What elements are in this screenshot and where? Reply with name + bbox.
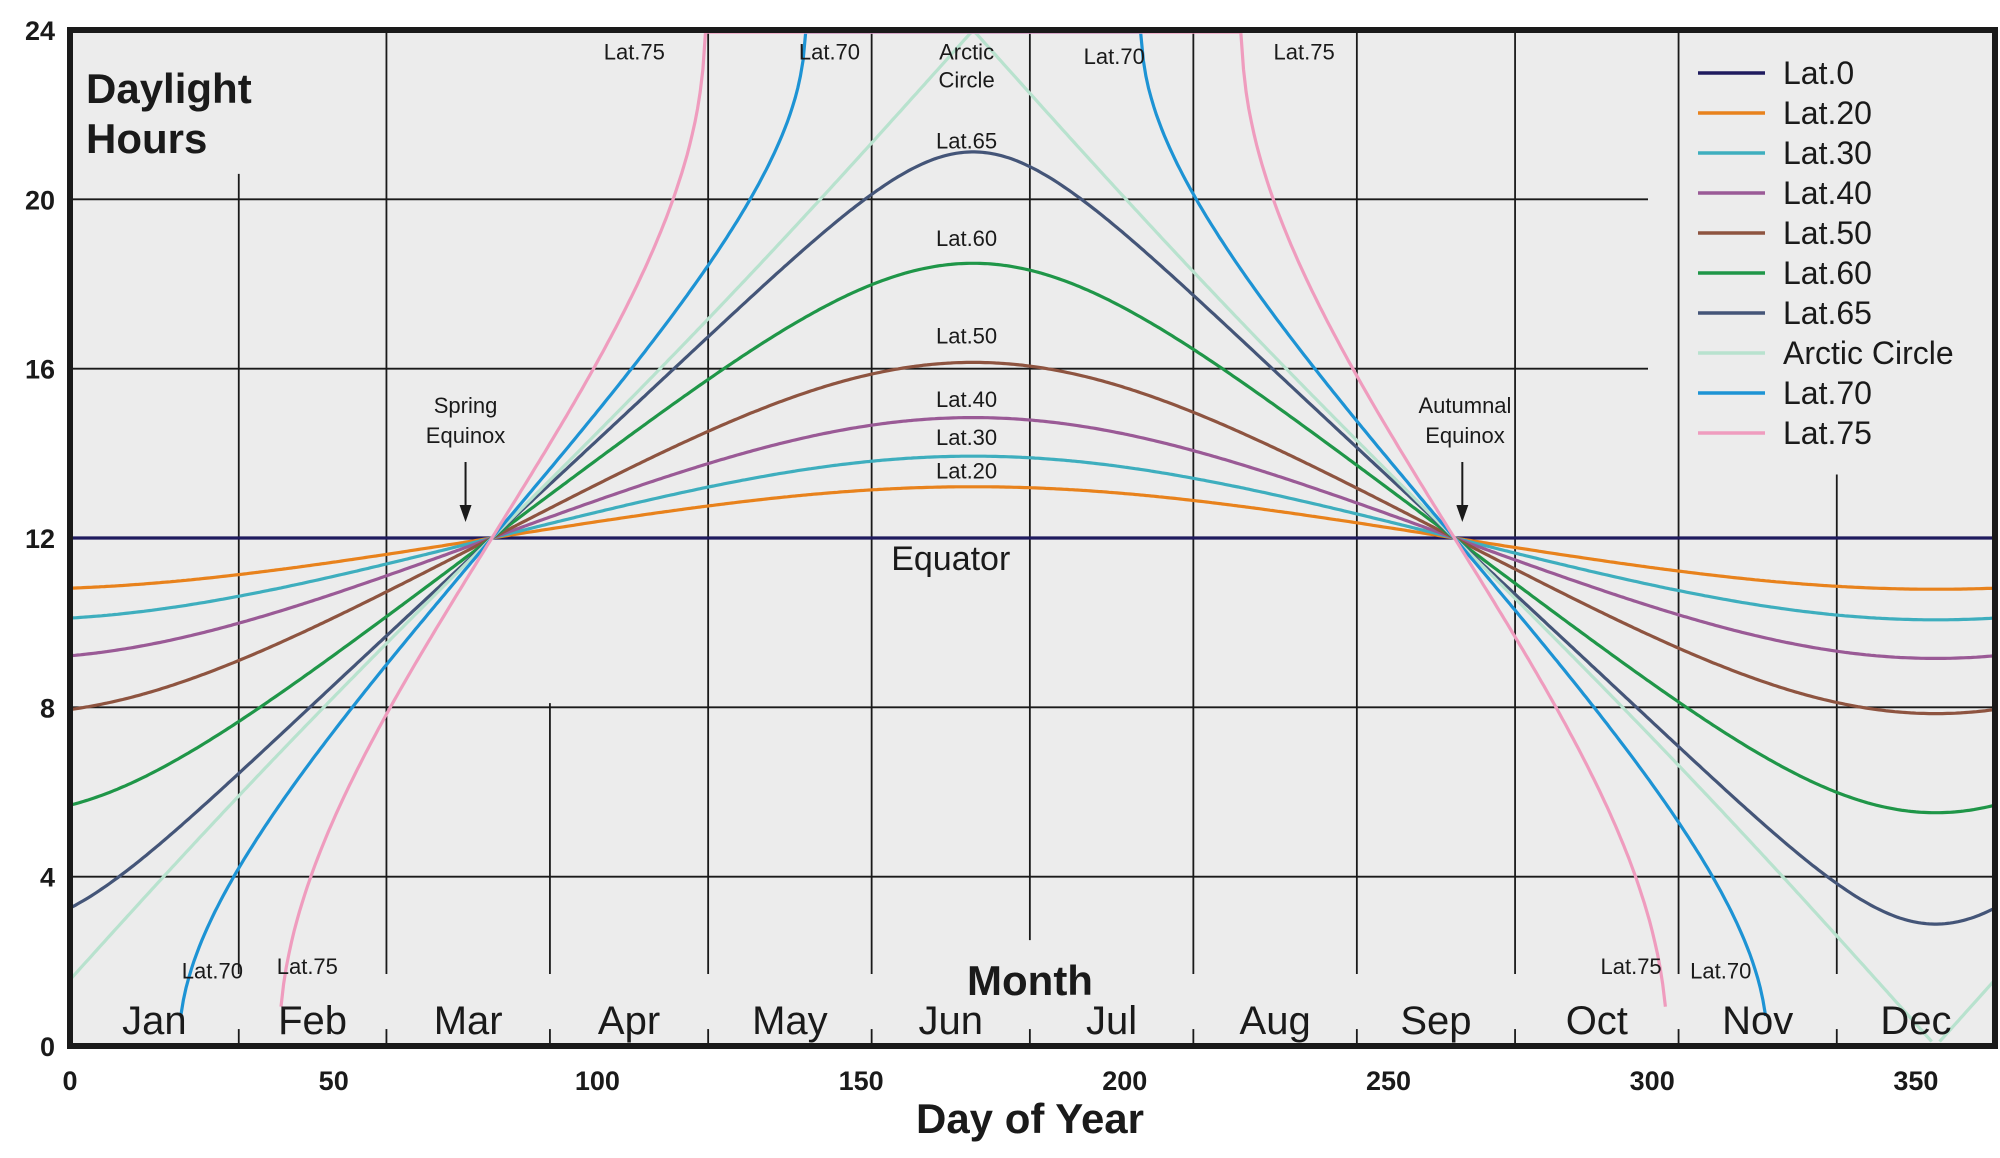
curve-label: Circle [938,68,994,93]
curve-label: Lat.40 [936,387,997,412]
x-tick-label: 250 [1366,1066,1411,1096]
legend: Lat.0 Lat.20 Lat.30 Lat.40 Lat.50 Lat.60 Lat.6… [1698,55,1954,451]
month-label: Feb [278,999,347,1043]
month-label: Nov [1722,999,1793,1043]
y-tick-label: 24 [25,16,55,46]
month-label: Aug [1240,999,1311,1043]
curve-label: Lat.75 [1274,40,1335,65]
month-label: Dec [1880,999,1951,1043]
series-line [69,360,1996,716]
legend-label: Lat.50 [1783,215,1872,251]
spring-equinox-label: Equinox [426,423,506,448]
series-line [69,454,1996,622]
autumnal-equinox-label: Autumnal [1418,393,1511,418]
legend-label: Lat.65 [1783,295,1872,331]
y-tick-label: 16 [25,355,55,385]
y-tick-label: 4 [40,863,55,893]
curve-label: Lat.70 [799,40,860,65]
x-axis-title: Day of Year [916,1095,1144,1142]
legend-label: Lat.60 [1783,255,1872,291]
y-tick-label: 0 [40,1032,55,1062]
legend-label: Lat.0 [1783,55,1854,91]
x-tick-label: 0 [62,1066,77,1096]
y-axis-title: Daylight [86,65,252,112]
month-label: Apr [598,999,660,1043]
month-label: Jun [919,999,984,1043]
curve-label: Lat.20 [936,459,997,484]
chart-text: 0 4 8 12 16 20 24 0 50 100 150 200 250 300 350 Jan Feb Ma… [25,16,1952,1142]
month-label: Jul [1086,999,1137,1043]
curve-label: Arctic [939,40,994,65]
autumnal-equinox-label: Equinox [1425,423,1505,448]
curve-label: Lat.50 [936,323,997,348]
curve-label: Lat.70 [1690,958,1751,983]
series-line [69,150,1996,926]
x-tick-label: 350 [1893,1066,1938,1096]
curve-label: Lat.70 [182,958,243,983]
curve-label: Lat.30 [936,425,997,450]
x-tick-label: 200 [1102,1066,1147,1096]
x-tick-label: 100 [575,1066,620,1096]
month-label: Sep [1400,999,1471,1043]
legend-label: Lat.40 [1783,175,1872,211]
series-line [69,485,1996,591]
series-line [68,30,1933,1043]
series-lines [68,30,1997,1043]
legend-label: Lat.75 [1783,415,1872,451]
equinox-arrow-head [1456,505,1469,522]
x-tick-label: 300 [1630,1066,1675,1096]
x-tick-label: 150 [839,1066,884,1096]
legend-label: Arctic Circle [1783,335,1954,371]
legend-label: Lat.30 [1783,135,1872,171]
series-line [1938,978,1997,1043]
y-tick-label: 20 [25,185,55,215]
curve-label: Lat.60 [936,226,997,251]
curve-label: Lat.75 [277,954,338,979]
spring-equinox-label: Spring [434,393,498,418]
equator-label: Equator [891,540,1010,578]
month-label: Mar [434,999,503,1043]
curve-label: Lat.75 [1601,954,1662,979]
y-tick-label: 8 [40,693,55,723]
y-axis-title: Hours [86,115,207,162]
curve-label: Lat.75 [604,40,665,65]
curve-label: Lat.65 [936,129,997,154]
plot-border [67,27,1998,1049]
equinox-arrow-head [459,505,472,522]
x-tick-label: 50 [319,1066,349,1096]
curve-label: Lat.70 [1084,44,1145,69]
month-label: May [752,999,828,1043]
legend-label: Lat.20 [1783,95,1872,131]
month-axis-title: Month [967,957,1093,1004]
legend-label: Lat.70 [1783,375,1872,411]
series-line [69,416,1996,661]
month-label: Oct [1566,999,1628,1043]
y-tick-label: 12 [25,524,55,554]
month-label: Jan [122,999,187,1043]
series-line [69,261,1996,815]
